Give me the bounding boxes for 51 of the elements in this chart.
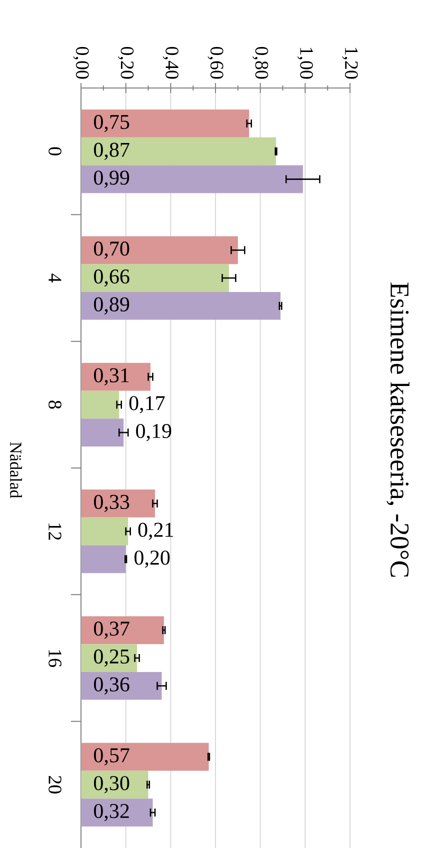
data-label: 0,19 — [136, 424, 172, 442]
bar — [81, 616, 164, 644]
bar — [81, 742, 209, 771]
bar — [81, 236, 238, 264]
bar — [81, 490, 155, 518]
bar — [81, 390, 120, 419]
data-label: 0,33 — [94, 494, 130, 512]
x-tick-label: 0,00 — [73, 46, 89, 79]
data-label: 0,87 — [94, 142, 130, 160]
y-axis-title: Nädalad — [10, 442, 22, 498]
bar — [81, 644, 138, 672]
bar — [81, 545, 126, 574]
bar — [81, 517, 128, 546]
text: Esimene katseseeria, -20°C — [386, 282, 410, 577]
x-tick-label: 0,20 — [118, 46, 134, 79]
x-tick-label: 0,60 — [208, 46, 224, 79]
data-label: 0,25 — [94, 649, 130, 667]
data-label: 0,20 — [134, 550, 170, 568]
data-label: 0,75 — [94, 114, 130, 132]
x-tick-label: 0,40 — [162, 46, 178, 79]
data-label: 0,31 — [94, 368, 129, 386]
y-tick-label: 8 — [48, 400, 62, 409]
y-tick-label: 4 — [48, 274, 62, 282]
bar — [81, 798, 153, 826]
data-label: 0,36 — [94, 677, 130, 694]
data-label: 0,32 — [94, 804, 129, 822]
data-label: 0,17 — [129, 396, 165, 414]
bar — [81, 362, 150, 391]
bar — [81, 770, 148, 799]
bar — [81, 418, 124, 446]
data-label: 0,30 — [94, 776, 130, 794]
bar — [81, 110, 250, 138]
data-label: 0,37 — [94, 622, 130, 639]
data-label: 0,66 — [94, 269, 130, 287]
x-tick-label: 1,00 — [297, 48, 313, 79]
data-label: 0,70 — [94, 242, 130, 259]
bar — [81, 165, 303, 194]
data-label: 0,99 — [94, 170, 130, 188]
x-tick-label: 1,20 — [342, 48, 358, 79]
y-tick-label: 16 — [48, 650, 62, 667]
bar — [81, 292, 281, 320]
y-tick-label: 0 — [48, 147, 62, 156]
data-label: 0,57 — [94, 748, 130, 766]
x-tick-label: 0,80 — [252, 46, 268, 79]
data-label: 0,89 — [94, 297, 130, 314]
y-tick-label: 12 — [48, 524, 62, 540]
bar — [81, 672, 162, 700]
bar — [81, 264, 229, 292]
data-label: 0,21 — [138, 522, 173, 540]
bar — [81, 137, 276, 166]
y-tick-label: 20 — [48, 776, 62, 794]
